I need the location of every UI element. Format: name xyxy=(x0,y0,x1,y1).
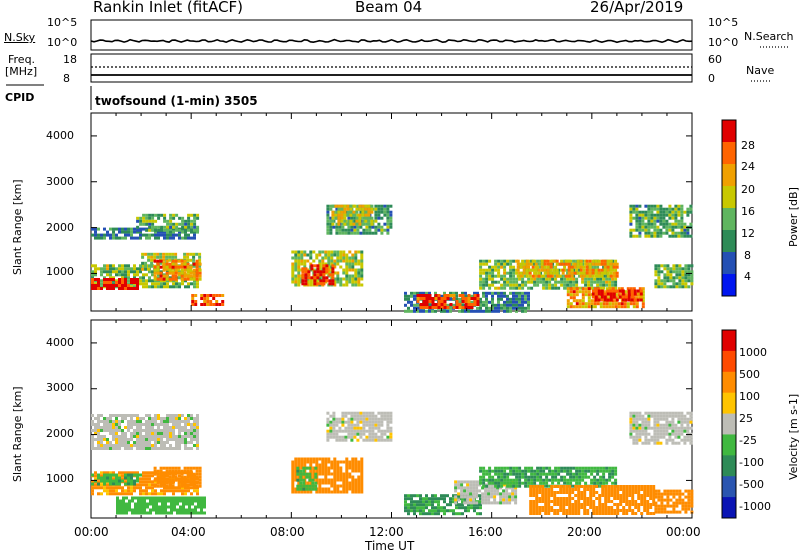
power-colorbar-seg-2 xyxy=(722,164,736,187)
velocity-ylabel: Slant Range [km] xyxy=(11,386,24,482)
xtick-0800: 08:00 xyxy=(270,525,305,539)
power-region-4 xyxy=(91,278,139,290)
velocity-ytick-1000: 1000 xyxy=(46,472,74,485)
power-colorbar-seg-7 xyxy=(722,274,736,297)
freq-unit-label: [MHz] xyxy=(5,65,38,78)
velocity-ytick-3000: 3000 xyxy=(46,381,74,394)
velocity-cbar-tick-neg100: -100 xyxy=(739,456,764,469)
velocity-region-11 xyxy=(529,485,656,515)
nave-label: Nave xyxy=(746,64,775,77)
nave-tick-bottom: 0 xyxy=(708,72,715,85)
xtick-0000-end: 00:00 xyxy=(666,525,701,539)
power-ylabel: Slant Range [km] xyxy=(11,179,24,275)
power-region-18 xyxy=(654,264,694,289)
velocity-region-12 xyxy=(629,411,693,445)
velocity-colorbar-frame xyxy=(721,329,737,519)
nsky-tick-top: 10^5 xyxy=(47,16,78,29)
power-colorbar-seg-4 xyxy=(722,208,736,231)
xtick-1200: 12:00 xyxy=(369,525,404,539)
power-cbar-tick-8: 8 xyxy=(744,249,751,262)
cpid-text: twofsound (1-min) 3505 xyxy=(95,94,258,108)
power-colorbar-seg-5 xyxy=(722,230,736,253)
freq-tick-top: 18 xyxy=(63,53,77,66)
beam-label: Beam 04 xyxy=(355,0,423,16)
velocity-cbar-tick-neg1000: -1000 xyxy=(739,500,771,513)
velocity-region-4 xyxy=(116,496,206,515)
power-region-10 xyxy=(331,204,374,226)
freq-label: Freq. xyxy=(8,53,36,66)
power-ytick-3000: 3000 xyxy=(46,175,74,188)
velocity-colorbar-seg-4 xyxy=(722,413,736,435)
power-cbar-tick-4: 4 xyxy=(744,270,751,283)
nsearch-label: N.Search xyxy=(744,30,794,43)
xtick-2000: 20:00 xyxy=(567,525,602,539)
xtick-1600: 16:00 xyxy=(468,525,503,539)
power-region-8 xyxy=(301,264,335,286)
velocity-cbar-tick-100: 100 xyxy=(739,390,760,403)
nave-tick-top: 60 xyxy=(708,53,722,66)
velocity-cbar-tick-500: 500 xyxy=(739,368,760,381)
power-region-17 xyxy=(629,204,693,238)
velocity-colorbar-seg-7 xyxy=(722,476,736,498)
velocity-colorbar-seg-5 xyxy=(722,434,736,456)
power-cbar-tick-28: 28 xyxy=(741,139,755,152)
nsky-tick-bottom: 10^0 xyxy=(47,36,78,49)
velocity-colorbar-seg-1 xyxy=(722,350,736,373)
xtick-0000: 00:00 xyxy=(74,525,109,539)
power-region-1 xyxy=(136,213,200,232)
power-cbar-tick-20: 20 xyxy=(741,183,755,196)
velocity-ytick-4000: 4000 xyxy=(46,336,74,349)
power-cbar-tick-12: 12 xyxy=(741,227,755,240)
power-colorbar-seg-1 xyxy=(722,142,736,165)
power-cbar-label: Power [dB] xyxy=(787,187,800,247)
power-region-16 xyxy=(591,289,643,302)
cpid-label: CPID xyxy=(5,91,35,104)
power-region-12 xyxy=(416,294,480,309)
velocity-colorbar-seg-3 xyxy=(722,392,736,415)
power-colorbar-seg-0 xyxy=(722,120,736,143)
velocity-colorbar-seg-6 xyxy=(722,455,736,477)
velocity-colorbar-seg-0 xyxy=(722,330,736,352)
velocity-region-13 xyxy=(654,489,694,514)
power-colorbar-seg-3 xyxy=(722,186,736,209)
velocity-region-7 xyxy=(326,411,393,442)
freq-panel-frame xyxy=(90,53,693,83)
velocity-ytick-2000: 2000 xyxy=(46,427,74,440)
velocity-colorbar-seg-2 xyxy=(722,371,736,394)
power-colorbar-seg-6 xyxy=(722,252,736,275)
power-ytick-4000: 4000 xyxy=(46,129,74,142)
nsky-panel-frame xyxy=(90,19,693,51)
power-ytick-2000: 2000 xyxy=(46,221,74,234)
power-region-6 xyxy=(191,294,225,306)
velocity-cbar-tick-25: 25 xyxy=(739,412,753,425)
velocity-region-6 xyxy=(296,466,318,491)
velocity-cbar-tick-1000: 1000 xyxy=(739,346,767,359)
date-label: 26/Apr/2019 xyxy=(590,0,684,16)
power-ytick-1000: 1000 xyxy=(46,265,74,278)
velocity-cbar-tick-neg25: -25 xyxy=(739,434,757,447)
velocity-region-0 xyxy=(91,414,199,450)
power-region-14 xyxy=(516,259,619,278)
power-cbar-tick-16: 16 xyxy=(741,205,755,218)
freq-tick-bottom: 8 xyxy=(63,72,70,85)
power-colorbar-frame xyxy=(721,119,737,297)
nsearch-tick-bottom: 10^0 xyxy=(708,36,739,49)
nsky-series-line xyxy=(90,38,693,44)
xtick-0400: 04:00 xyxy=(171,525,206,539)
station-title: Rankin Inlet (fitACF) xyxy=(93,0,244,16)
nsky-label: N.Sky xyxy=(4,31,36,44)
velocity-region-2 xyxy=(91,473,142,486)
xaxis-label: Time UT xyxy=(365,539,415,553)
velocity-cbar-label: Velocity [m s-1] xyxy=(787,393,800,480)
power-cbar-tick-24: 24 xyxy=(741,160,755,173)
velocity-region-3 xyxy=(153,466,202,488)
velocity-cbar-tick-neg500: -500 xyxy=(739,478,764,491)
power-region-5 xyxy=(153,259,202,281)
nsearch-tick-top: 10^5 xyxy=(708,16,739,29)
velocity-colorbar-seg-8 xyxy=(722,497,736,519)
